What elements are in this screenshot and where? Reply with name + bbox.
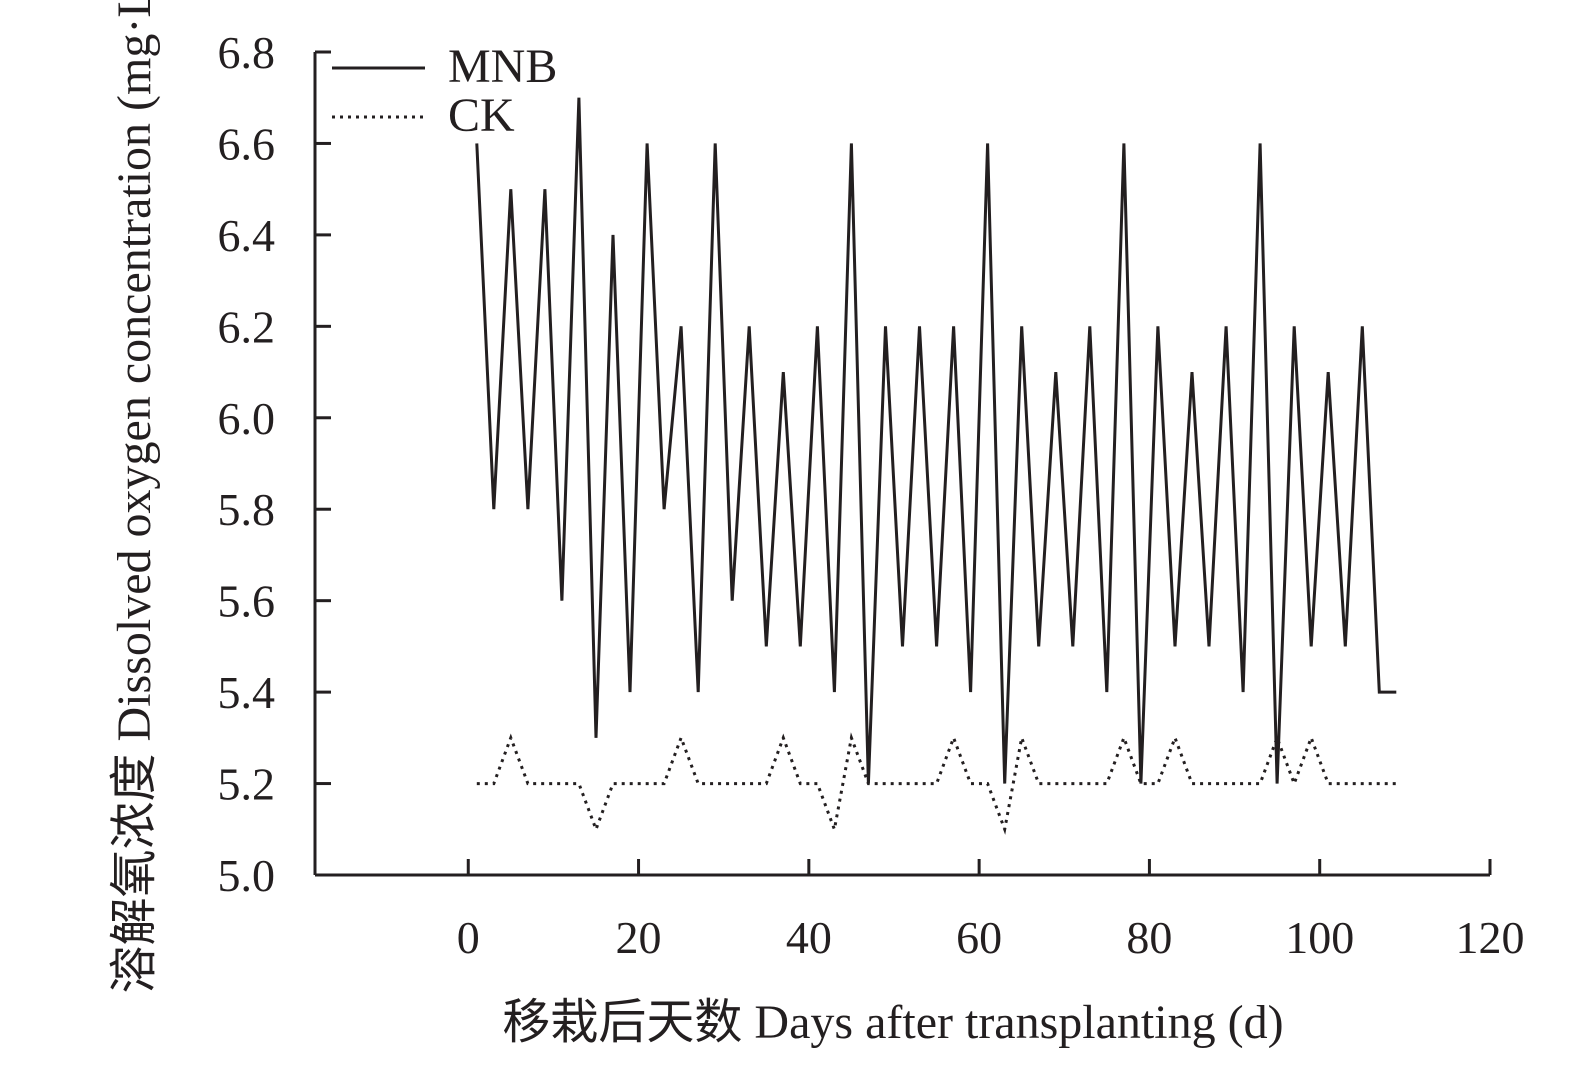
legend-label-mnb: MNB [448,40,557,93]
axes [313,52,1490,877]
x-tick-label: 0 [457,912,480,963]
y-tick-label: 6.6 [218,118,276,169]
x-axis-title: 移栽后天数 Days after transplanting (d) [502,996,1283,1049]
y-tick-label: 5.8 [218,484,276,535]
x-tick-label: 40 [786,912,832,963]
y-tick-label: 5.6 [218,576,276,627]
y-tick-label: 6.8 [218,27,276,78]
series-line-ck [476,732,1397,835]
legend-label-ck: CK [448,89,515,142]
x-tick-label: 100 [1285,912,1354,963]
y-tick-label: 6.2 [218,301,276,352]
y-axis-title-main: 溶解氧浓度 Dissolved oxygen concentration (mg… [108,0,161,993]
y-tick-label: 6.0 [218,393,276,444]
y-tick-label: 5.2 [218,759,276,810]
y-axis-title: 溶解氧浓度 Dissolved oxygen concentration (mg… [108,0,161,993]
series-line-mnb [475,97,1397,784]
y-tick-label: 6.4 [218,210,276,261]
x-tick-label: 80 [1126,912,1172,963]
y-tick-label: 5.0 [218,850,276,901]
x-tick-label: 120 [1456,912,1525,963]
ticks: 5.0 5.2 5.4 5.6 5.8 6.0 6.2 6.4 6.6 6.8 0 20 40 60 80 1… [218,27,1525,963]
series-group [475,97,1397,835]
x-tick-label: 20 [616,912,662,963]
x-tick-label: 60 [956,912,1002,963]
y-tick-label: 5.4 [218,667,276,718]
